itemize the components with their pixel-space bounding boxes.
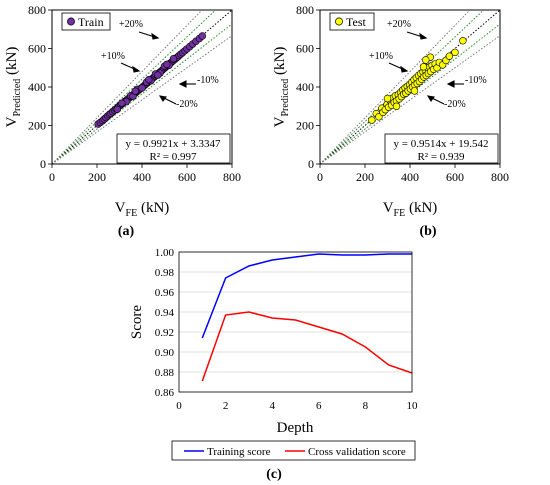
x-tick-label: 2 <box>223 400 229 412</box>
x-tick-label: 8 <box>363 400 369 412</box>
y-tick-label: 0.96 <box>155 287 175 299</box>
x-tick-label: 400 <box>133 170 151 184</box>
y-tick-label: 0.90 <box>155 347 175 359</box>
score-lines <box>202 254 412 381</box>
legend-marker-train <box>67 18 74 25</box>
panel-label-b: (b) <box>419 224 436 239</box>
y-tick-label: 400 <box>28 80 46 94</box>
train-points <box>95 33 206 128</box>
x-tick-label: 800 <box>491 170 509 184</box>
legend-label-train: Train <box>78 15 104 29</box>
y-tick-label: 0.92 <box>155 327 174 339</box>
x-axis-label-score: Depth <box>277 420 314 436</box>
x-tick-label: 800 <box>223 170 241 184</box>
x-tick-label: 0 <box>176 400 182 412</box>
y-axis-label-train: VPredicted (kN) <box>4 47 23 128</box>
data-point <box>411 88 418 95</box>
y-tick-label: 200 <box>28 119 46 133</box>
x-axis-label-train: VFE (kN) <box>115 200 170 219</box>
data-point <box>154 72 161 79</box>
data-point <box>132 88 139 95</box>
legend-train: Train <box>62 13 110 30</box>
legend-test: Test <box>330 13 374 30</box>
cv-score-line <box>202 312 412 381</box>
data-point <box>114 106 121 113</box>
y-tick-label: 400 <box>296 80 314 94</box>
annotation-plus20: +20% <box>119 19 143 30</box>
y-tick-label: 0.86 <box>155 387 175 399</box>
y-tick-label: 0.98 <box>155 267 175 279</box>
data-point <box>170 55 177 62</box>
annotation-plus10: +10% <box>101 51 125 62</box>
equation-test: y = 0.9514x + 19.542 <box>394 138 489 150</box>
r2-train: R² = 0.997 <box>149 151 197 163</box>
scatter-panel-train: 0 200 400 600 800 0 200 400 600 800 Train +20% +1… <box>4 0 241 239</box>
panel-label-c: (c) <box>266 467 282 482</box>
panel-label-a: (a) <box>118 224 135 239</box>
annotation-plus10-test: +10% <box>369 51 393 62</box>
annotation-minus20: -20% <box>176 99 198 110</box>
equation-box-train: y = 0.9921x + 3.3347 R² = 0.997 <box>117 134 230 163</box>
equation-train: y = 0.9921x + 3.3347 <box>126 138 221 150</box>
data-point <box>118 100 125 107</box>
legend-label-cv: Cross validation score <box>308 446 406 458</box>
data-point <box>460 37 467 44</box>
data-point <box>384 95 391 102</box>
y-tick-label: 800 <box>296 3 314 17</box>
y-tick-label: 0 <box>308 157 314 171</box>
equation-box-test: y = 0.9514x + 19.542 R² = 0.939 <box>385 134 498 163</box>
data-point <box>422 57 429 64</box>
legend-marker-test <box>335 18 342 25</box>
x-tick-label: 400 <box>401 170 419 184</box>
legend-label-test: Test <box>346 15 366 29</box>
y-tick-label: 0 <box>40 157 46 171</box>
legend-score: Training score Cross validation score <box>172 441 415 460</box>
data-point <box>420 63 427 70</box>
r2-test: R² = 0.939 <box>417 151 465 163</box>
y-axis-label-score: Score <box>129 305 145 339</box>
data-point <box>393 103 400 110</box>
x-tick-label: 600 <box>178 170 196 184</box>
annotation-minus10-test: -10% <box>465 75 487 86</box>
scatter-panel-test: 0 200 400 600 800 0 200 400 600 800 Test +20% +10… <box>272 0 509 239</box>
y-tick-label: 0.88 <box>155 367 175 379</box>
data-point <box>368 117 375 124</box>
y-tick-label: 0.94 <box>155 307 175 319</box>
x-tick-label: 0 <box>49 170 55 184</box>
y-axis-label-test: VPredicted (kN) <box>272 47 291 128</box>
line-panel-score: 0.860.880.900.920.940.960.981.000 2 4 6 8 10 … <box>129 247 418 482</box>
annotation-minus10: -10% <box>197 75 219 86</box>
x-tick-label: 200 <box>356 170 374 184</box>
data-point <box>452 49 459 56</box>
annotation-minus20-test: -20% <box>444 99 466 110</box>
x-tick-label: 4 <box>269 400 275 412</box>
y-tick-label: 600 <box>28 42 46 56</box>
gridlines-score <box>179 252 412 392</box>
y-tick-label: 600 <box>296 42 314 56</box>
y-tick-label: 1.00 <box>155 247 175 259</box>
data-point <box>199 33 206 40</box>
data-point <box>139 85 146 92</box>
data-point <box>163 61 170 68</box>
x-tick-label: 200 <box>88 170 106 184</box>
data-point <box>145 76 152 83</box>
plot-frame-score <box>179 252 412 392</box>
training-score-line <box>202 254 412 338</box>
x-tick-label: 600 <box>446 170 464 184</box>
x-axis-label-test: VFE (kN) <box>383 200 438 219</box>
x-tick-label: 0 <box>317 170 323 184</box>
y-tick-label: 800 <box>28 3 46 17</box>
legend-label-training: Training score <box>207 446 271 458</box>
y-tick-label: 200 <box>296 119 314 133</box>
x-tick-label: 6 <box>316 400 322 412</box>
annotation-plus20-test: +20% <box>387 19 411 30</box>
x-tick-label: 10 <box>407 400 419 412</box>
